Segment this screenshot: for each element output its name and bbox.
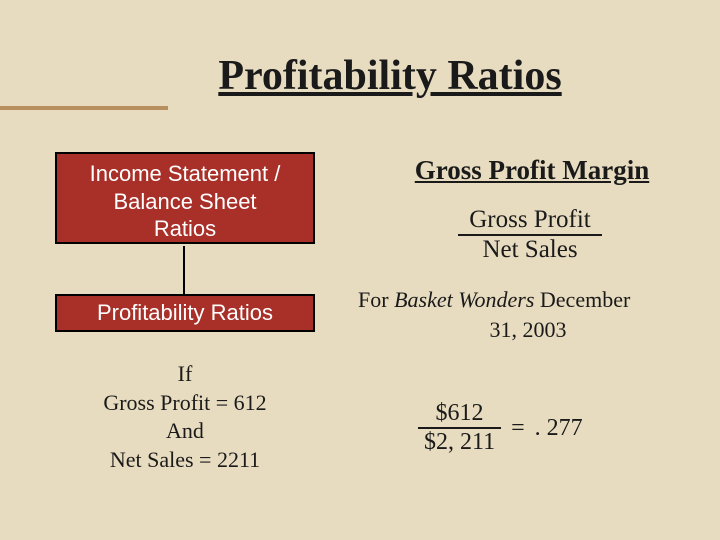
formula-gross-profit-margin: Gross Profit Net Sales (420, 206, 640, 264)
for-date: 31, 2003 (358, 316, 698, 344)
if-block: If Gross Profit = 612 And Net Sales = 22… (55, 360, 315, 474)
box-income-statement: Income Statement / Balance Sheet Ratios (55, 152, 315, 244)
for-prefix: For (358, 287, 394, 312)
calc-fraction: $612 $2, 211 (418, 400, 501, 456)
title-accent-bar (0, 106, 168, 110)
calc-equals: = (511, 415, 525, 442)
if-line4: Net Sales = 2211 (55, 446, 315, 475)
box1-line3: Ratios (65, 215, 305, 243)
box-profitability-ratios: Profitability Ratios (55, 294, 315, 332)
if-line2: Gross Profit = 612 (55, 389, 315, 418)
if-line1: If (55, 360, 315, 389)
for-context: For Basket Wonders December 31, 2003 (358, 286, 698, 343)
calc-result: . 277 (535, 415, 583, 442)
for-suffix: December (534, 287, 630, 312)
calculation: $612 $2, 211 = . 277 (418, 400, 583, 456)
if-line3: And (55, 417, 315, 446)
connector-line (183, 246, 185, 294)
calc-denominator: $2, 211 (418, 429, 501, 456)
calc-numerator: $612 (418, 400, 501, 429)
box1-line2: Balance Sheet (65, 188, 305, 216)
formula-denominator: Net Sales (420, 236, 640, 264)
box1-line1: Income Statement / (65, 160, 305, 188)
formula-numerator: Gross Profit (458, 206, 602, 236)
for-company: Basket Wonders (394, 287, 534, 312)
gross-profit-margin-title: Gross Profit Margin (382, 155, 682, 186)
page-title: Profitability Ratios (170, 52, 610, 100)
